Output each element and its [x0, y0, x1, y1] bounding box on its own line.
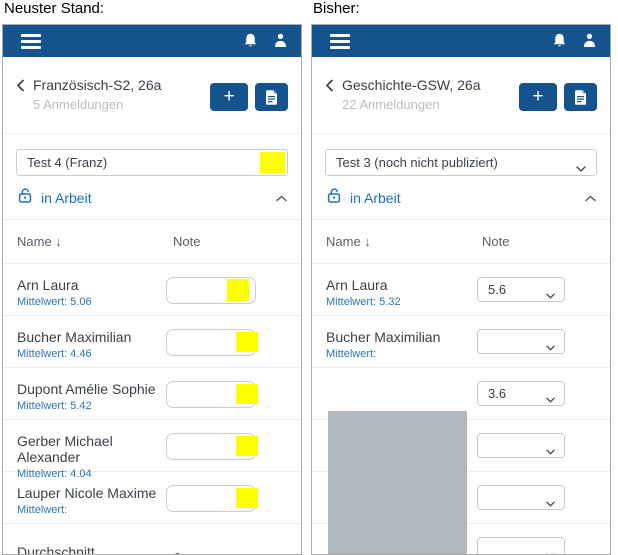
table-row: Dupont Amélie Sophie Mittelwert: 5.42 [3, 368, 301, 420]
note-input[interactable] [166, 329, 258, 356]
highlight-annotation [236, 436, 258, 456]
name-column-header[interactable]: Name ↓ [17, 234, 62, 249]
note-select-value: 5.6 [488, 282, 507, 297]
chevron-down-icon [546, 547, 555, 554]
back-icon[interactable] [16, 79, 25, 97]
summary-row: Durchschnitt - [3, 524, 301, 555]
class-subtitle: 5 Anmeldungen [33, 97, 124, 112]
user-icon[interactable] [272, 32, 289, 50]
report-button[interactable] [255, 83, 288, 111]
note-select-value: 3.6 [488, 386, 507, 401]
highlight-annotation [236, 332, 258, 352]
note-select[interactable] [477, 433, 565, 458]
menu-icon[interactable] [21, 33, 41, 49]
note-select[interactable] [477, 329, 565, 354]
test-selector[interactable]: Test 3 (noch nicht publiziert) [325, 149, 597, 176]
student-name: Gerber Michael Alexander [17, 433, 113, 466]
chevron-down-icon [546, 443, 555, 458]
status-label: in Arbeit [41, 189, 92, 206]
note-column-header: Note [482, 234, 510, 249]
test-selector-value: Test 4 (Franz) [27, 155, 108, 170]
test-selector[interactable]: Test 4 (Franz) [16, 149, 288, 176]
back-icon[interactable] [325, 79, 334, 97]
note-input[interactable] [166, 485, 258, 512]
chevron-down-icon [546, 391, 555, 406]
highlight-annotation [227, 279, 249, 301]
table-row: Bucher Maximilian Mittelwert: [312, 316, 610, 368]
chevron-down-icon [546, 287, 555, 302]
panel-neuster-stand: Französisch-S2, 26a 5 Anmeldungen + Test… [2, 24, 302, 555]
status-section[interactable]: in Arbeit [3, 176, 301, 220]
user-icon[interactable] [581, 32, 598, 50]
student-name: Lauper Nicole Maxime [17, 485, 157, 501]
app-header [312, 25, 610, 57]
class-header: Französisch-S2, 26a 5 Anmeldungen + [3, 57, 301, 134]
table-row: Gerber Michael Alexander Mittelwert: 4.0… [3, 420, 301, 480]
note-column-header: Note [173, 234, 201, 249]
table-row: Lauper Nicole Maxime Mittelwert: [3, 472, 301, 524]
table-row [312, 524, 610, 554]
status-section[interactable]: in Arbeit [312, 176, 610, 220]
annotation-label-left: Neuster Stand: [4, 0, 105, 17]
note-select[interactable]: 3.6 [477, 381, 565, 406]
table-header: Name ↓ Note [3, 220, 301, 264]
chevron-down-icon [576, 160, 586, 175]
note-input[interactable] [166, 433, 258, 460]
student-average: Mittelwert: 4.46 [17, 348, 92, 361]
table-row: Arn Laura Mittelwert: 5.06 [3, 264, 301, 316]
bell-icon[interactable] [242, 32, 259, 50]
student-average: Mittelwert: 5.06 [17, 296, 92, 309]
chevron-up-icon[interactable] [585, 189, 596, 207]
app-header [3, 25, 301, 57]
table-row: Arn Laura Mittelwert: 5.32 5.6 [312, 264, 610, 316]
student-name: Arn Laura [326, 277, 388, 293]
student-name: Dupont Amélie Sophie [17, 381, 156, 397]
student-average: Mittelwert: 4.04 [17, 468, 92, 481]
highlight-annotation [236, 488, 258, 508]
document-icon [266, 89, 277, 105]
redaction-overlay [328, 411, 467, 554]
annotation-label-right: Bisher: [313, 0, 360, 17]
report-button[interactable] [564, 83, 597, 111]
test-selector-value: Test 3 (noch nicht publiziert) [336, 155, 498, 170]
note-input[interactable] [166, 277, 256, 304]
highlight-annotation [236, 384, 258, 404]
student-name: Arn Laura [17, 277, 79, 293]
note-select[interactable] [477, 485, 565, 510]
summary-label: Durchschnitt [17, 544, 95, 555]
panel-bisher: Geschichte-GSW, 26a 22 Anmeldungen + Tes… [311, 24, 611, 555]
class-title: Französisch-S2, 26a [33, 77, 162, 93]
bell-icon[interactable] [551, 32, 568, 50]
status-label: in Arbeit [350, 189, 401, 206]
student-average: Mittelwert: 5.42 [17, 400, 92, 413]
unlock-icon [326, 187, 342, 209]
note-select[interactable] [477, 537, 565, 554]
student-average: Mittelwert: [326, 348, 377, 361]
chevron-up-icon[interactable] [276, 189, 287, 207]
table-row: Bucher Maximilian Mittelwert: 4.46 [3, 316, 301, 368]
document-icon [575, 89, 586, 105]
highlight-annotation [260, 152, 285, 173]
class-subtitle: 22 Anmeldungen [342, 97, 440, 112]
student-name: Bucher Maximilian [17, 329, 132, 345]
add-button[interactable]: + [210, 83, 248, 111]
unlock-icon [17, 187, 33, 209]
class-title: Geschichte-GSW, 26a [342, 77, 481, 93]
note-input[interactable] [166, 381, 258, 408]
chevron-down-icon [546, 339, 555, 354]
class-header: Geschichte-GSW, 26a 22 Anmeldungen + [312, 57, 610, 134]
add-button[interactable]: + [519, 83, 557, 111]
student-average: Mittelwert: 5.32 [326, 296, 401, 309]
summary-value: - [175, 544, 180, 555]
name-column-header[interactable]: Name ↓ [326, 234, 371, 249]
table-header: Name ↓ Note [312, 220, 610, 264]
student-name: Bucher Maximilian [326, 329, 441, 345]
chevron-down-icon [546, 495, 555, 510]
menu-icon[interactable] [330, 33, 350, 49]
note-select[interactable]: 5.6 [477, 277, 565, 302]
student-average: Mittelwert: [17, 504, 68, 517]
